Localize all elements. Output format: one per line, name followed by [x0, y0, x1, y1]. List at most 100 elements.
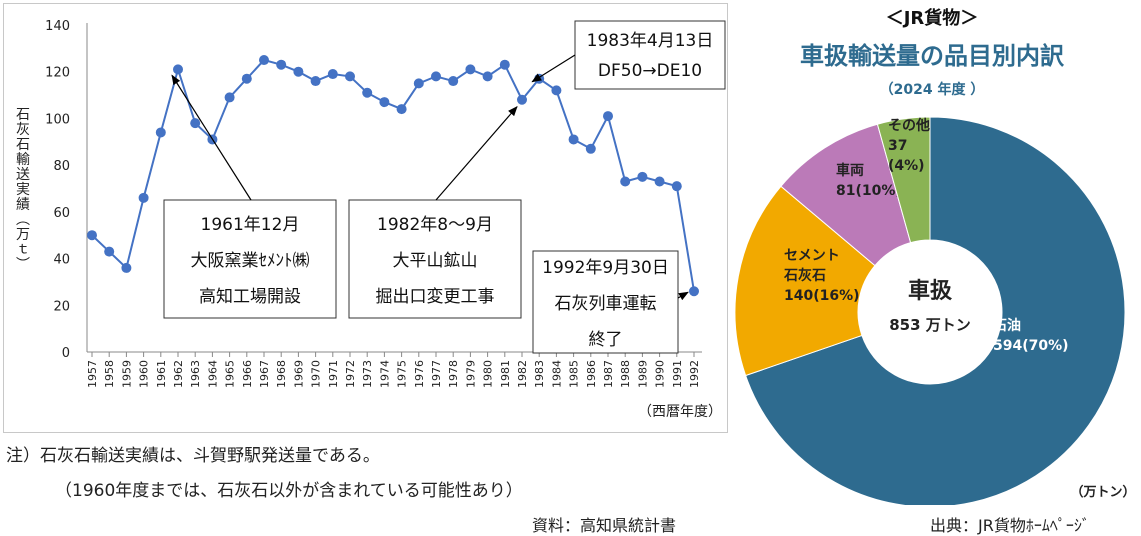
y-tick-label: 40: [53, 253, 70, 268]
x-tick-label: 1986: [585, 360, 598, 388]
annotation-box: [532, 250, 679, 354]
pie-slice-label: 石灰石: [783, 267, 826, 284]
x-tick-label: 1981: [499, 360, 512, 388]
data-point: [87, 230, 97, 241]
data-point: [276, 59, 287, 70]
x-tick-label: 1966: [241, 360, 254, 388]
x-tick-label: 1988: [619, 360, 632, 388]
y-tick-label: 100: [45, 112, 70, 127]
donut-chart: ＜JR貨物＞車扱輸送量の品目別内訳（2024 年度 ）石油594(70%)セメン…: [734, 7, 1136, 505]
x-tick-label: 1958: [103, 360, 116, 388]
donut-hole: [858, 240, 1002, 384]
annotation-text: 終了: [589, 330, 623, 350]
annotation-text: 1992年9月30日: [542, 258, 669, 278]
data-point: [517, 94, 527, 105]
annotation-box: [574, 20, 726, 90]
data-point: [224, 92, 235, 103]
x-tick-label: 1968: [275, 360, 288, 388]
x-tick-label: 1964: [206, 360, 219, 388]
data-point: [431, 71, 441, 82]
pie-title: 車扱輸送量の品目別内訳: [800, 42, 1065, 70]
donut-center-value: 853 万トン: [889, 316, 971, 334]
annotation-text: 石灰列車運転: [555, 294, 657, 314]
source-left: 資料：高知県統計書: [532, 516, 677, 535]
x-tick-label: 1987: [602, 360, 615, 388]
data-point: [551, 85, 562, 96]
x-tick-label: 1984: [550, 360, 563, 388]
pie-subtitle: （2024 年度 ）: [880, 81, 985, 98]
data-point: [379, 97, 390, 108]
series-line: [91, 58, 695, 292]
annotation-box: [348, 199, 522, 319]
x-tick-label: 1957: [86, 360, 99, 388]
x-tick-label: 1959: [120, 360, 133, 388]
x-tick-label: 1970: [310, 360, 323, 388]
x-tick-label: 1992: [688, 360, 701, 388]
y-tick-label: 140: [45, 19, 70, 34]
data-point: [345, 71, 355, 82]
x-tick-label: 1961: [155, 360, 168, 388]
annotation-text: DF50→DE10: [598, 61, 702, 81]
data-point: [585, 143, 596, 154]
pie-slice-label: その他: [888, 117, 930, 134]
footnote-1: 注）石灰石輸送実績は、斗賀野駅発送量である。: [6, 446, 380, 466]
data-point: [121, 262, 132, 273]
y-tick-label: 0: [62, 346, 70, 361]
pie-slice-label: (4%): [888, 158, 925, 174]
pie-slice-label: 140(16%): [784, 288, 860, 304]
data-point: [603, 111, 613, 122]
data-point: [327, 69, 338, 80]
data-point: [637, 171, 648, 182]
data-point: [362, 87, 373, 98]
annotation-text: 大阪窯業ｾﾒﾝﾄ㈱: [191, 251, 310, 271]
data-point: [190, 118, 201, 129]
annotation-text: 1982年8～9月: [377, 215, 493, 235]
y-tick-label: 120: [45, 66, 70, 81]
pie-unit: （万トン）: [1070, 484, 1135, 500]
x-tick-label: 1967: [258, 360, 271, 388]
data-point: [241, 73, 252, 84]
annotation-arrow: [171, 74, 252, 201]
x-tick-label: 1969: [292, 360, 305, 388]
y-tick-label: 20: [53, 299, 70, 314]
y-tick-label: 60: [53, 206, 70, 221]
annotation-text: 1961年12月: [201, 215, 300, 235]
annotation-text: 1983年4月13日: [587, 31, 714, 51]
x-tick-label: 1972: [344, 360, 357, 388]
x-tick-label: 1960: [138, 360, 151, 388]
data-point: [155, 127, 166, 138]
annotation-arrow: [677, 291, 689, 301]
data-point: [310, 76, 321, 87]
x-tick-label: 1975: [396, 360, 409, 388]
x-tick-label: 1965: [224, 360, 237, 388]
footnote-2: （1960年度までは、石灰石以外が含まれている可能性あり）: [55, 481, 523, 501]
annotation-box: [163, 199, 337, 319]
data-point: [293, 66, 304, 77]
annotation-text: 高知工場開設: [199, 287, 301, 307]
x-tick-label: 1962: [172, 360, 185, 388]
data-point: [448, 76, 459, 87]
data-point: [620, 176, 631, 187]
donut-center-label: 車扱: [908, 279, 953, 304]
annotation-arrow: [435, 105, 518, 201]
pie-slice-label: 81(10%): [836, 183, 902, 199]
x-tick-label: 1983: [533, 360, 546, 388]
data-point: [173, 64, 183, 75]
x-tick-label: 1982: [516, 360, 529, 388]
data-point: [671, 181, 682, 192]
data-point: [396, 104, 407, 115]
x-tick-label: 1990: [654, 360, 667, 388]
x-tick-label: 1963: [189, 360, 202, 388]
data-point: [689, 286, 699, 297]
x-tick-label: 1971: [327, 360, 340, 388]
data-point: [499, 59, 510, 70]
pie-slice-label: 車両: [836, 162, 864, 179]
source-right: 出典：JR貨物ﾎｰﾑﾍﾟｰｼﾞ: [930, 516, 1090, 535]
data-point: [465, 64, 476, 75]
y-tick-label: 80: [53, 159, 70, 174]
data-point: [482, 71, 493, 82]
y-axis-label: 石灰石輸送実績（万ｔ）: [14, 107, 30, 272]
data-point: [568, 134, 579, 145]
annotation-text: 大平山鉱山: [393, 251, 478, 271]
x-tick-label: 1989: [636, 360, 649, 388]
